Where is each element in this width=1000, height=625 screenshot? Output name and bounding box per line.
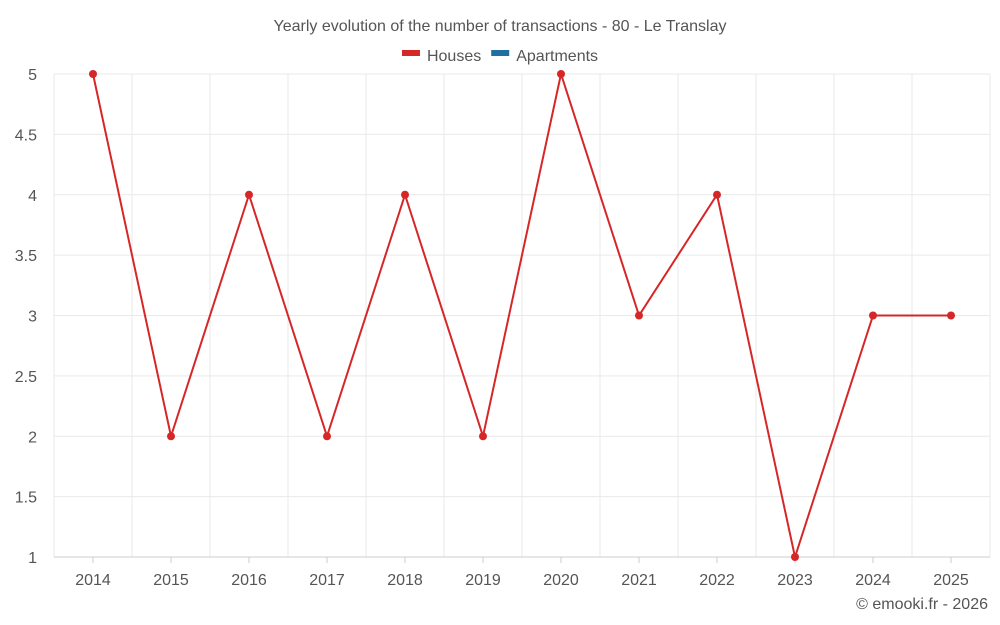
credit-text: © emooki.fr - 2026 (856, 596, 988, 613)
x-tick-label: 2021 (621, 572, 657, 589)
legend-item-apartments[interactable]: Apartments (491, 48, 598, 65)
data-point[interactable] (245, 190, 253, 199)
legend-swatch (491, 50, 510, 56)
y-tick-label: 4 (28, 188, 37, 205)
y-tick-label: 2 (28, 429, 37, 446)
legend-swatch (401, 50, 420, 56)
x-tick-label: 2025 (933, 572, 969, 589)
legend-label: Houses (427, 48, 481, 65)
data-point[interactable] (479, 432, 487, 441)
y-tick-label: 4.5 (15, 127, 37, 144)
x-tick-label: 2019 (465, 572, 501, 589)
x-tick-label: 2018 (387, 572, 423, 589)
y-tick-label: 3 (28, 309, 37, 326)
x-tick-label: 2023 (777, 572, 813, 589)
legend-item-houses[interactable]: Houses (401, 48, 481, 65)
y-tick-label: 1 (28, 550, 37, 567)
data-point[interactable] (323, 432, 331, 441)
x-tick-label: 2014 (75, 572, 111, 589)
x-tick-label: 2020 (543, 572, 579, 589)
data-point[interactable] (401, 190, 409, 199)
y-tick-label: 1.5 (15, 490, 37, 507)
data-point[interactable] (791, 553, 799, 561)
axes: 1 1.5 2 2.5 3 3.5 4 4.5 5 2014 2015 2016 2017 2018 201… (15, 67, 990, 589)
data-point[interactable] (167, 432, 175, 441)
y-tick-label: 3.5 (15, 248, 37, 265)
legend-label: Apartments (516, 48, 598, 65)
series-line-houses (92, 70, 951, 561)
x-tick-label: 2017 (309, 572, 345, 589)
grid-lines (53, 73, 991, 558)
chart-title: Yearly evolution of the number of transa… (274, 18, 727, 35)
legend: Houses Apartments (401, 48, 598, 65)
y-tick-label: 2.5 (15, 369, 37, 386)
data-point[interactable] (89, 70, 97, 78)
x-tick-label: 2022 (699, 572, 735, 589)
data-point[interactable] (869, 311, 877, 320)
y-tick-label: 5 (28, 67, 37, 84)
x-tick-label: 2015 (153, 572, 189, 589)
data-point[interactable] (947, 311, 955, 320)
x-tick-label: 2024 (855, 572, 891, 589)
data-point[interactable] (713, 190, 721, 199)
series-layer (89, 70, 955, 561)
data-point[interactable] (557, 70, 565, 78)
x-tick-label: 2016 (231, 572, 267, 589)
data-point[interactable] (635, 311, 643, 320)
